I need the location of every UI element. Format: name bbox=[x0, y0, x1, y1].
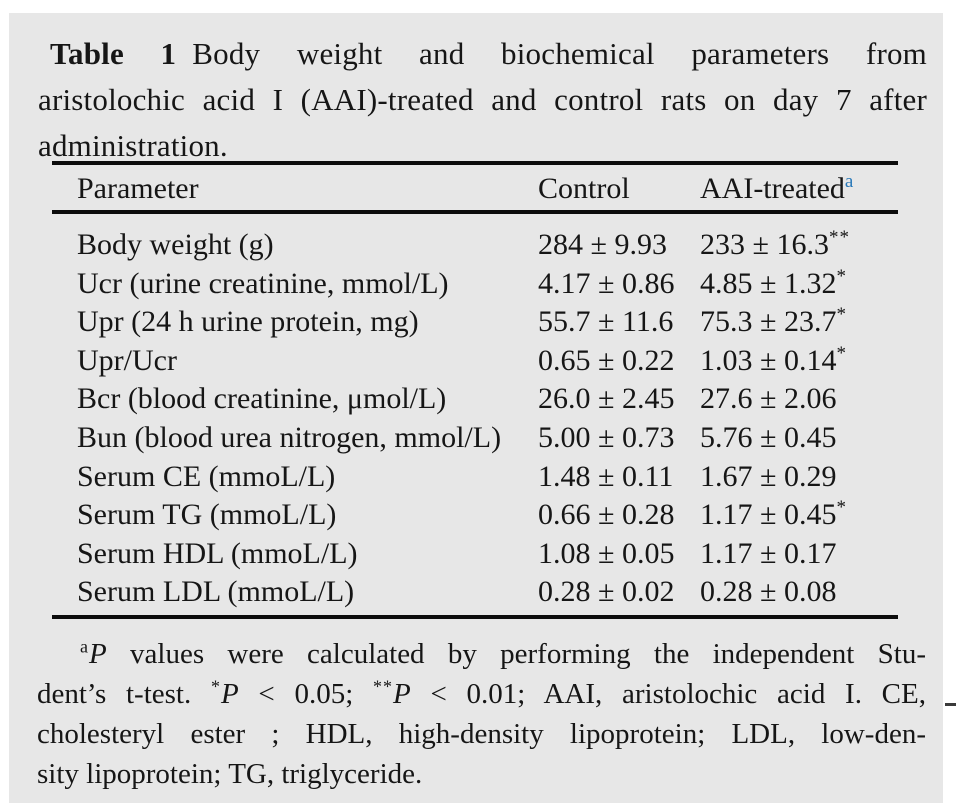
treated-cell: 5.76 ± 0.45 bbox=[700, 419, 836, 458]
significance-marker: * bbox=[836, 497, 847, 519]
parameter-cell: Ucr (urine creatinine, mmol/L) bbox=[77, 266, 449, 300]
table-footnote: aP values were calculated by performing … bbox=[37, 634, 926, 794]
footnote-marker-a: a bbox=[80, 636, 89, 657]
footnote-text: dent’s t-test. bbox=[37, 678, 211, 710]
treated-value: 27.6 ± 2.06 bbox=[700, 382, 837, 416]
parameter-cell: Upr/Ucr bbox=[77, 343, 177, 377]
control-cell: 4.17 ± 0.86 bbox=[538, 266, 675, 300]
control-cell: 0.28 ± 0.02 bbox=[538, 575, 675, 609]
treated-value: 1.67 ± 0.29 bbox=[700, 459, 837, 493]
treated-cell: 27.6 ± 2.06 bbox=[700, 380, 836, 419]
parameter-cell: Bun (blood urea nitrogen, mmol/L) bbox=[77, 420, 502, 454]
significance-marker: * bbox=[836, 342, 847, 364]
table-number-label: Table 1 bbox=[50, 36, 177, 71]
table-row: Serum HDL (mmoL/L) 1.08 ± 0.05 1.17 ± 0.… bbox=[52, 535, 922, 574]
parameter-cell: Serum LDL (mmoL/L) bbox=[77, 575, 355, 609]
treated-cell: 233 ± 16.3** bbox=[700, 226, 850, 265]
table-header-rule bbox=[52, 210, 898, 214]
control-cell: 1.08 ± 0.05 bbox=[538, 536, 675, 570]
significance-marker: ** bbox=[828, 227, 850, 248]
treated-value: 4.85 ± 1.32 bbox=[700, 266, 837, 300]
caption-line-1: Table 1 Body weight and biochemical param… bbox=[38, 31, 927, 77]
footnote-text: < 0.01; AAI, aristolochic acid I. CE, bbox=[410, 678, 926, 710]
control-cell: 26.0 ± 2.45 bbox=[538, 382, 675, 416]
header-treated: AAI-treateda bbox=[700, 170, 853, 208]
caption-line-3: administration. bbox=[38, 128, 228, 163]
footnote-p-italic: P bbox=[220, 678, 239, 710]
table-row: Bcr (blood creatinine, μmol/L) 26.0 ± 2.… bbox=[52, 380, 922, 419]
table-top-rule bbox=[52, 161, 898, 165]
treated-value: 0.28 ± 0.08 bbox=[700, 575, 837, 609]
double-star-marker: ** bbox=[373, 676, 394, 697]
parameter-cell: Serum HDL (mmoL/L) bbox=[77, 536, 358, 570]
treated-cell: 0.28 ± 0.08 bbox=[700, 573, 836, 612]
control-cell: 0.66 ± 0.28 bbox=[538, 498, 675, 532]
footnote-p-italic: P bbox=[393, 678, 411, 710]
header-footnote-marker: a bbox=[844, 171, 854, 192]
adjacent-column-rule-stub bbox=[945, 703, 956, 706]
treated-cell: 1.17 ± 0.17 bbox=[700, 535, 836, 574]
treated-cell: 1.03 ± 0.14* bbox=[700, 342, 847, 381]
treated-value: 1.17 ± 0.45 bbox=[700, 498, 837, 532]
table-bottom-rule bbox=[52, 615, 898, 619]
significance-marker: * bbox=[836, 304, 847, 326]
table-row: Body weight (g) 284 ± 9.93 233 ± 16.3** bbox=[52, 226, 922, 265]
treated-cell: 1.17 ± 0.45* bbox=[700, 496, 847, 535]
table-row: Serum CE (mmoL/L) 1.48 ± 0.11 1.67 ± 0.2… bbox=[52, 458, 922, 497]
table-header-row: Parameter Control AAI-treateda bbox=[52, 170, 898, 208]
parameter-cell: Serum TG (mmoL/L) bbox=[77, 498, 337, 532]
control-cell: 0.65 ± 0.22 bbox=[538, 343, 675, 377]
treated-cell: 1.67 ± 0.29 bbox=[700, 458, 836, 497]
footnote-text: values were calculated by performing the… bbox=[106, 638, 926, 670]
treated-cell: 4.85 ± 1.32* bbox=[700, 265, 847, 304]
table-row: Bun (blood urea nitrogen, mmol/L) 5.00 ±… bbox=[52, 419, 922, 458]
table-row: Serum TG (mmoL/L) 0.66 ± 0.28 1.17 ± 0.4… bbox=[52, 496, 922, 535]
table-body: Body weight (g) 284 ± 9.93 233 ± 16.3** … bbox=[52, 226, 922, 612]
treated-cell: 75.3 ± 23.7* bbox=[700, 303, 847, 342]
table-row: Serum LDL (mmoL/L) 0.28 ± 0.02 0.28 ± 0.… bbox=[52, 573, 922, 612]
table-caption: Table 1 Body weight and biochemical param… bbox=[38, 31, 927, 169]
table-panel: Table 1 Body weight and biochemical param… bbox=[9, 13, 943, 803]
treated-value: 75.3 ± 23.7 bbox=[700, 305, 837, 339]
footnote-line-2: dent’s t-test. *P < 0.05; **P < 0.01; AA… bbox=[37, 674, 926, 714]
treated-value: 233 ± 16.3 bbox=[700, 228, 829, 261]
footnote-line-1: aP values were calculated by performing … bbox=[37, 634, 926, 674]
footnote-p-italic: P bbox=[89, 638, 107, 670]
control-cell: 284 ± 9.93 bbox=[538, 228, 667, 261]
parameter-cell: Upr (24 h urine protein, mg) bbox=[77, 305, 419, 339]
treated-value: 1.03 ± 0.14 bbox=[700, 343, 837, 377]
treated-value: 5.76 ± 0.45 bbox=[700, 420, 837, 454]
header-control: Control bbox=[538, 172, 630, 205]
table-row: Upr (24 h urine protein, mg) 55.7 ± 11.6… bbox=[52, 303, 922, 342]
parameter-cell: Bcr (blood creatinine, μmol/L) bbox=[77, 382, 447, 416]
single-star-marker: * bbox=[210, 676, 221, 697]
parameter-cell: Serum CE (mmoL/L) bbox=[77, 459, 336, 493]
header-parameter: Parameter bbox=[77, 172, 199, 205]
caption-line-2: aristolochic acid I (AAI)-treated and co… bbox=[38, 82, 927, 117]
parameter-cell: Body weight (g) bbox=[77, 228, 274, 261]
table-row: Upr/Ucr 0.65 ± 0.22 1.03 ± 0.14* bbox=[52, 342, 922, 381]
control-cell: 5.00 ± 0.73 bbox=[538, 420, 675, 454]
significance-marker: * bbox=[836, 265, 847, 287]
table-row: Ucr (urine creatinine, mmol/L) 4.17 ± 0.… bbox=[52, 265, 922, 304]
header-treated-label: AAI-treated bbox=[700, 172, 845, 205]
control-cell: 55.7 ± 11.6 bbox=[538, 305, 674, 339]
footnote-line-3: cholesteryl ester ; HDL, high-density li… bbox=[37, 718, 926, 750]
control-cell: 1.48 ± 0.11 bbox=[538, 459, 674, 493]
treated-value: 1.17 ± 0.17 bbox=[700, 536, 837, 570]
footnote-text: < 0.05; bbox=[238, 678, 374, 710]
footnote-line-4: sity lipoprotein; TG, triglyceride. bbox=[37, 758, 423, 790]
caption-text: Body weight and biochemical parameters f… bbox=[192, 36, 927, 71]
